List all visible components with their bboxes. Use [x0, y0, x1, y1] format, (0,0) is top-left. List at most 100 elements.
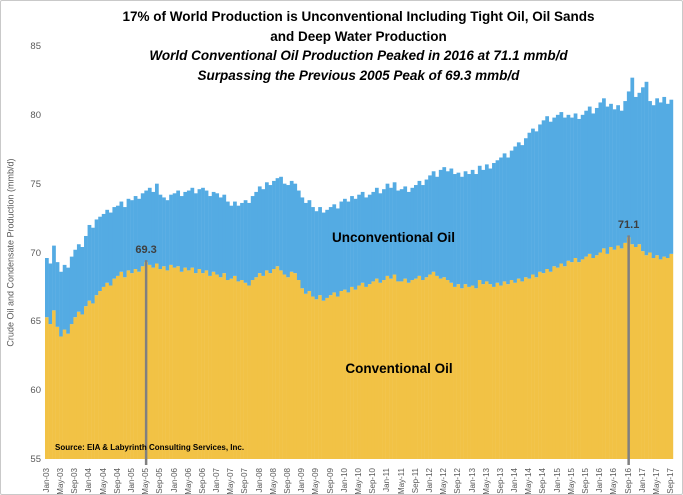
bar-segment-conventional: [335, 296, 340, 459]
x-tick-label: Jan-14: [510, 468, 520, 493]
bar-segment-conventional: [279, 270, 283, 459]
bar-segment-unconventional: [296, 190, 301, 281]
bar-segment-conventional: [194, 273, 198, 459]
bar-segment-conventional: [80, 314, 85, 459]
bar-segment-conventional: [204, 270, 209, 459]
bar-segment-conventional: [45, 317, 49, 459]
bar-segment-unconventional: [516, 142, 521, 279]
bar-segment-unconventional: [91, 227, 95, 304]
chart-title-block: 17% of World Production is Unconventiona…: [39, 7, 678, 85]
bar-segment-unconventional: [662, 96, 667, 257]
bar-segment-unconventional: [417, 180, 422, 276]
bar-segment-unconventional: [346, 201, 351, 293]
bar-segment-conventional: [428, 274, 432, 459]
chart-subtitle-line-2: Surpassing the Previous 2005 Peak of 69.…: [197, 67, 520, 83]
bar-segment-conventional: [343, 289, 347, 459]
bar-segment-unconventional: [566, 114, 571, 261]
bar-segment-unconventional: [87, 224, 92, 301]
bar-segment-unconventional: [406, 191, 411, 283]
bar-segment-unconventional: [594, 107, 599, 256]
bar-segment-unconventional: [233, 201, 237, 276]
annotation-line: [144, 260, 148, 465]
bar-segment-unconventional: [364, 197, 369, 287]
bar-segment-conventional: [648, 252, 652, 459]
bar-segment-unconventional: [534, 131, 539, 278]
bar-segment-unconventional: [311, 207, 315, 297]
bar-segment-unconventional: [520, 145, 525, 282]
x-tick-label: May-08: [268, 468, 278, 495]
x-tick-label: May-14: [524, 468, 534, 495]
bar-segment-unconventional: [353, 198, 358, 290]
x-tick-label: Sep-15: [581, 468, 591, 494]
bar-segment-conventional: [183, 267, 188, 459]
bar-segment-conventional: [421, 280, 425, 459]
bar-segment-conventional: [598, 252, 603, 459]
x-tick-label: May-03: [55, 468, 65, 495]
bar-segment-unconventional: [335, 208, 340, 297]
bar-segment-conventional: [633, 246, 638, 459]
series-label-conventional: Conventional Oil: [345, 361, 453, 376]
bar-segment-unconventional: [73, 249, 78, 318]
bar-segment-unconventional: [360, 191, 365, 283]
bar-segment-unconventional: [268, 185, 273, 274]
bar-segment-conventional: [563, 266, 567, 459]
bar-segment-unconventional: [59, 271, 63, 337]
bar-segment-conventional: [247, 285, 251, 459]
bar-segment-unconventional: [665, 103, 670, 259]
bar-segment-conventional: [655, 255, 660, 459]
bar-segment-conventional: [229, 278, 234, 459]
bar-segment-conventional: [605, 253, 610, 459]
bar-segment-conventional: [470, 285, 475, 459]
bar-segment-conventional: [406, 282, 411, 459]
bar-segment-unconventional: [250, 196, 255, 281]
bar-segment-unconventional: [194, 193, 198, 274]
bar-segment-unconventional: [527, 132, 532, 279]
bar-segment-conventional: [293, 273, 298, 459]
bar-segment-unconventional: [328, 207, 333, 296]
bar-segment-conventional: [126, 270, 131, 459]
bar-segment-unconventional: [55, 262, 60, 327]
bar-segment-unconventional: [115, 205, 120, 276]
bar-segment-conventional: [513, 282, 518, 459]
y-tick-label: 70: [30, 247, 41, 259]
bar-segment-unconventional: [424, 179, 429, 278]
bar-segment-unconventional: [538, 124, 542, 272]
bar-segment-conventional: [637, 244, 642, 459]
bar-segment-conventional: [133, 269, 138, 459]
bar-segment-conventional: [630, 244, 635, 459]
bar-segment-conventional: [360, 282, 365, 459]
bar-segment-conventional: [311, 296, 315, 459]
bar-segment-conventional: [289, 271, 294, 459]
bar-segment-conventional: [403, 278, 408, 459]
bar-segment-conventional: [105, 282, 110, 459]
bar-segment-unconventional: [626, 91, 631, 238]
bar-segment-conventional: [208, 275, 212, 459]
bar-segment-conventional: [662, 256, 667, 459]
bar-segment-unconventional: [357, 194, 361, 286]
x-tick-label: May-16: [609, 468, 619, 495]
bar-segment-unconventional: [321, 212, 326, 301]
bar-segment-unconventional: [147, 187, 152, 265]
x-tick-label: May-15: [566, 468, 576, 495]
bar-segment-unconventional: [509, 150, 514, 281]
x-tick-label: Jan-11: [382, 468, 392, 492]
bar-segment-conventional: [147, 264, 152, 459]
bar-segment-unconventional: [183, 191, 188, 268]
bar-segment-conventional: [119, 271, 124, 459]
bar-segment-conventional: [417, 275, 422, 459]
bar-segment-unconventional: [108, 212, 113, 286]
bar-segment-conventional: [236, 281, 241, 459]
bar-segment-conventional: [76, 311, 81, 459]
bar-segment-unconventional: [573, 113, 578, 259]
bar-segment-unconventional: [204, 190, 209, 271]
x-tick-label: Sep-07: [240, 468, 250, 494]
bar-segment-unconventional: [396, 190, 401, 282]
chart-subtitle-line-1: World Conventional Oil Production Peaked…: [149, 48, 568, 63]
bar-segment-conventional: [502, 281, 507, 459]
bar-segment-conventional: [257, 273, 262, 459]
bar-segment-unconventional: [225, 201, 230, 281]
bar-segment-unconventional: [499, 157, 503, 286]
bar-segment-unconventional: [243, 200, 248, 283]
bar-segment-unconventional: [282, 183, 287, 275]
